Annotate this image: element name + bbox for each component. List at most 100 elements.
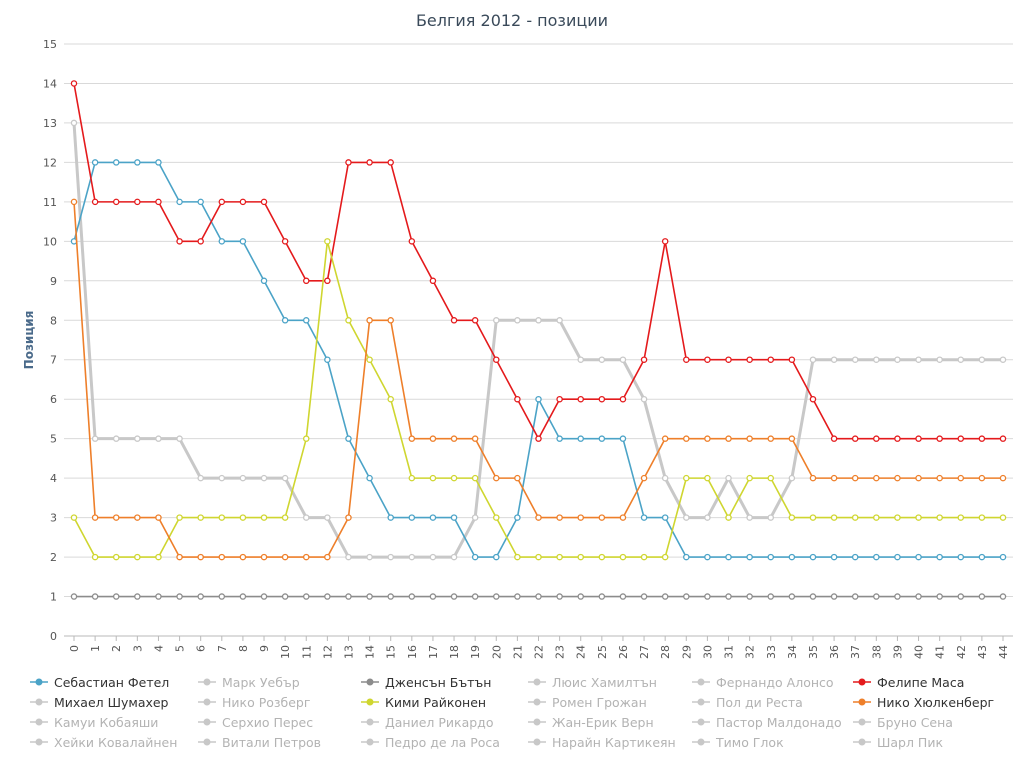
- series-point: [134, 514, 141, 521]
- series-point: [957, 356, 965, 363]
- legend-item[interactable]: Пол ди Реста: [692, 692, 803, 712]
- x-tick-label: 22: [533, 645, 546, 659]
- legend-label: Люис Хамилтън: [552, 674, 657, 690]
- x-tick-label: 16: [406, 645, 419, 659]
- series-point: [535, 317, 542, 324]
- legend-item[interactable]: Марк Уебър: [198, 672, 300, 692]
- legend-item[interactable]: Серхио Перес: [198, 712, 313, 732]
- legend-item[interactable]: Нарайн Картикеян: [528, 732, 676, 752]
- legend-item[interactable]: Шарл Пик: [853, 732, 943, 752]
- legend-item[interactable]: Бруно Сена: [853, 712, 953, 732]
- series-point: [112, 593, 120, 600]
- series-point: [598, 356, 606, 363]
- series-point: [91, 198, 99, 206]
- legend-item[interactable]: Фелипе Маса: [853, 672, 964, 692]
- legend-item[interactable]: Хейки Ковалайнен: [30, 732, 177, 752]
- series-point: [155, 435, 162, 442]
- legend-item[interactable]: Даниел Рикардо: [361, 712, 493, 732]
- series-point: [746, 474, 753, 482]
- y-tick-label: 9: [50, 275, 57, 288]
- legend-item[interactable]: Фернандо Алонсо: [692, 672, 834, 692]
- series-point: [197, 553, 204, 561]
- x-tick-label: 13: [342, 645, 355, 659]
- series-point: [514, 514, 521, 521]
- legend-marker-icon: [692, 678, 710, 686]
- x-tick-label: 28: [659, 645, 672, 659]
- series-point: [683, 356, 690, 363]
- series-point: [999, 356, 1007, 363]
- x-tick-label: 43: [976, 645, 989, 659]
- legend-marker-icon: [692, 738, 710, 746]
- legend-item[interactable]: Витали Петров: [198, 732, 321, 752]
- series-point: [661, 474, 669, 482]
- series-line: [73, 201, 1003, 558]
- legend-item[interactable]: Нико Хюлкенберг: [853, 692, 994, 712]
- legend-item[interactable]: Педро де ла Роса: [361, 732, 500, 752]
- series-point: [493, 474, 500, 482]
- series-point: [345, 593, 352, 600]
- series-point: [218, 198, 226, 206]
- y-axis-label: Позиция: [22, 311, 36, 370]
- legend-item[interactable]: Себастиан Фетел: [30, 672, 169, 692]
- series-point: [493, 317, 500, 324]
- x-tick-label: 19: [469, 645, 482, 659]
- legend-label: Дженсън Бътън: [385, 674, 492, 690]
- legend-item[interactable]: Пастор Малдонадо: [692, 712, 842, 732]
- y-tick-label: 2: [50, 551, 57, 564]
- series-point: [683, 514, 690, 521]
- series-point: [535, 514, 542, 521]
- x-tick-label: 0: [68, 645, 81, 652]
- series-point: [429, 277, 437, 285]
- series-point: [725, 514, 732, 521]
- series-point: [894, 593, 901, 600]
- series-point: [260, 474, 268, 482]
- series-point: [704, 435, 711, 442]
- legend-item[interactable]: Ромен Грожан: [528, 692, 647, 712]
- series-point: [408, 435, 416, 442]
- series-point: [577, 514, 584, 521]
- series-point: [408, 553, 416, 561]
- legend-item[interactable]: Люис Хамилтън: [528, 672, 657, 692]
- series-point: [725, 553, 732, 561]
- legend-marker-icon: [528, 738, 546, 746]
- y-tick-label: 13: [43, 117, 57, 130]
- series-point: [915, 356, 922, 363]
- x-tick-label: 37: [849, 645, 862, 659]
- series-point: [661, 553, 669, 561]
- series-point: [873, 435, 880, 442]
- legend-marker-icon: [30, 718, 48, 726]
- series-point: [556, 553, 563, 561]
- legend-label: Нарайн Картикеян: [552, 734, 676, 750]
- series-point: [134, 553, 141, 561]
- legend-item[interactable]: Камуи Кобаяши: [30, 712, 158, 732]
- series-point: [577, 395, 584, 403]
- series-point: [661, 593, 669, 600]
- series-point: [830, 514, 838, 521]
- series-point: [746, 553, 753, 561]
- series-point: [366, 356, 373, 363]
- legend-label: Тимо Глок: [716, 734, 784, 750]
- series-point: [450, 593, 458, 600]
- series-point: [788, 356, 796, 363]
- series-point: [619, 514, 627, 521]
- legend-label: Пол ди Реста: [716, 694, 803, 710]
- series-point: [619, 435, 627, 442]
- legend-item[interactable]: Тимо Глок: [692, 732, 784, 752]
- series-point: [535, 593, 542, 600]
- series-point: [134, 159, 141, 166]
- legend-item[interactable]: Нико Розберг: [198, 692, 310, 712]
- series-point: [999, 474, 1007, 482]
- legend-item[interactable]: Михаел Шумахер: [30, 692, 169, 712]
- x-tick-label: 10: [279, 645, 292, 659]
- series-point: [408, 593, 416, 600]
- legend-item[interactable]: Кими Райконен: [361, 692, 486, 712]
- series-point: [302, 317, 310, 324]
- series-point: [598, 593, 606, 600]
- x-tick-label: 7: [216, 645, 229, 652]
- series-8: [70, 238, 1007, 561]
- legend-label: Михаел Шумахер: [54, 694, 169, 710]
- legend-item[interactable]: Дженсън Бътън: [361, 672, 491, 692]
- legend-item[interactable]: Жан-Ерик Верн: [528, 712, 654, 732]
